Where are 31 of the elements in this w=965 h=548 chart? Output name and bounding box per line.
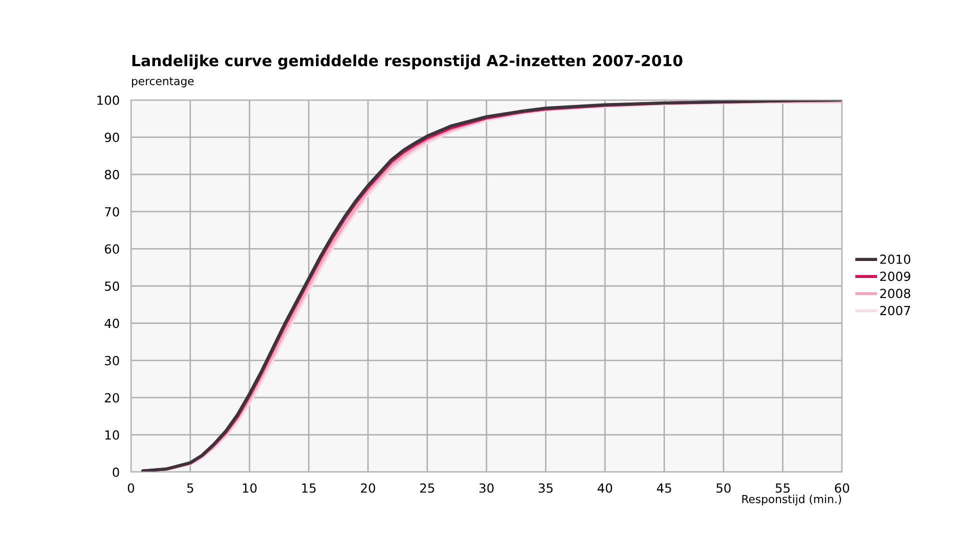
y-tick-label: 100 [97,95,120,105]
chart-title: Landelijke curve gemiddelde responstijd A2-inzetten 2007-2010 [132,54,682,70]
legend-label: 2008 [880,288,910,298]
y-tick-label: 10 [105,430,120,440]
x-tick-label: 45 [656,483,672,493]
y-tick-label: 80 [104,170,120,180]
legend-label: 2009 [880,272,910,282]
y-tick-label: 30 [104,356,120,366]
legend-label: 2007 [880,306,910,316]
legend-label: 2010 [880,254,910,264]
x-tick-label: 5 [187,483,194,493]
y-tick-label: 70 [105,207,120,217]
y-axis-title: percentage [132,77,194,88]
x-tick-label: 50 [716,483,731,493]
x-tick-label: 55 [776,483,790,493]
x-tick-label: 15 [302,483,316,493]
x-tick-label: 30 [480,483,494,493]
x-tick-label: 60 [834,483,850,493]
x-tick-label: 20 [360,483,376,493]
y-tick-label: 60 [104,244,120,254]
x-tick-label: 10 [242,483,257,493]
x-tick-label: 0 [128,483,134,493]
y-tick-label: 0 [112,467,120,477]
x-tick-label: 25 [420,483,434,493]
y-tick-label: 20 [104,393,120,403]
y-tick-label: 50 [104,281,120,291]
y-tick-label: 40 [104,318,120,328]
x-axis-title: Responstijd (min.) [742,494,842,506]
y-tick-label: 90 [104,132,120,142]
x-tick-label: 40 [598,483,612,493]
x-tick-label: 35 [538,483,553,493]
